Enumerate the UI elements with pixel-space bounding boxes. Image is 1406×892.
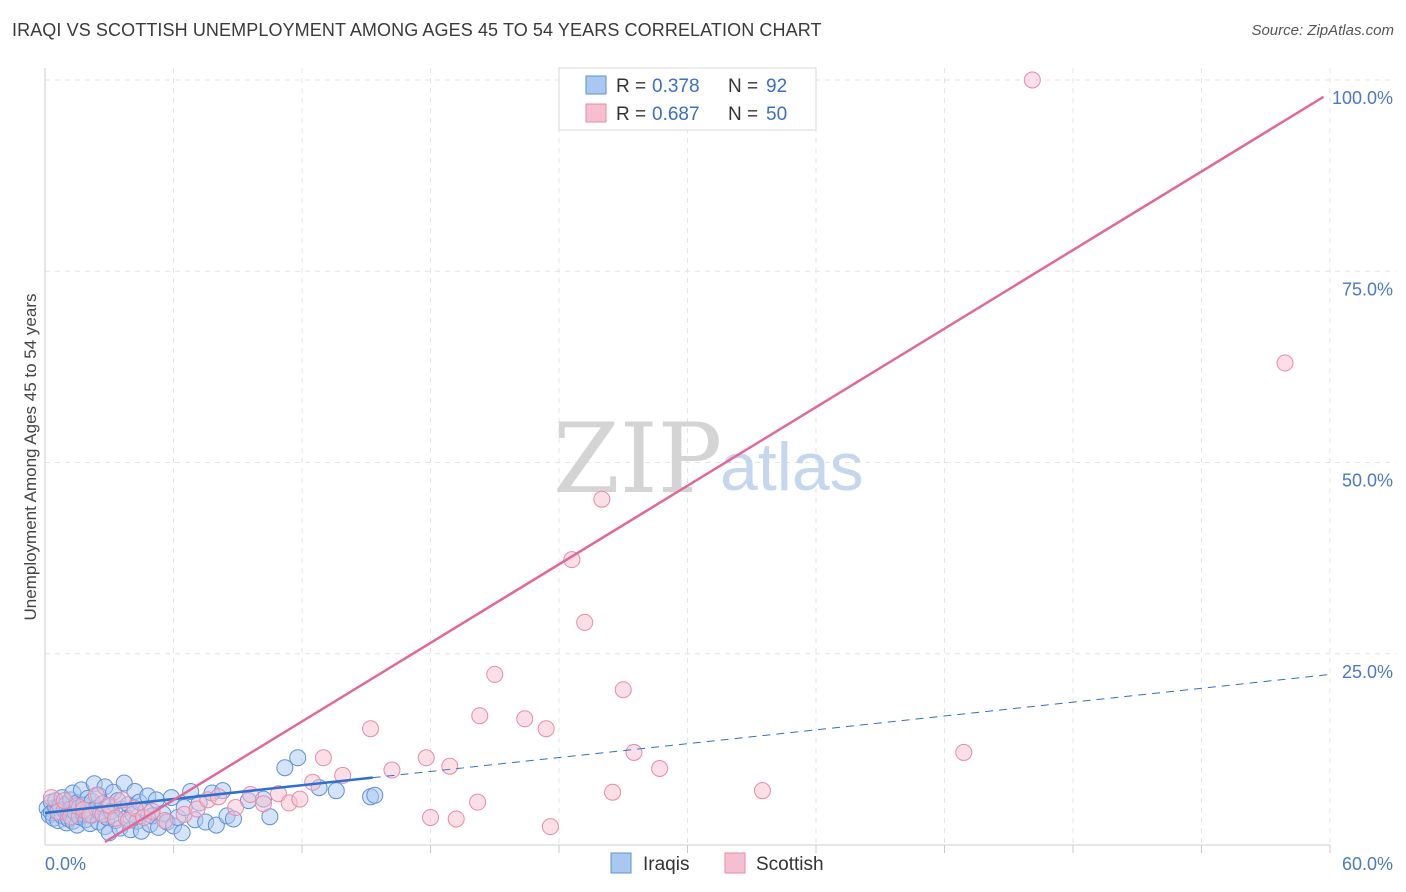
scottish-point [604,783,622,801]
iraqis-point [173,824,191,842]
scottish-point [291,790,309,808]
axis-ticks: 25.0% 50.0% 75.0% 100.0% 0.0% 60.0% [45,88,1393,874]
y-tick-label: 50.0% [1342,471,1393,491]
scottish-point [1023,71,1041,89]
chart-title: IRAQI VS SCOTTISH UNEMPLOYMENT AMONG AGE… [12,20,822,40]
legend-n-value-iraqis: 92 [766,76,787,97]
bottom-legend-swatch-iraqis [610,852,632,874]
bottom-legend-label-scottish: Scottish [756,854,824,875]
scottish-point [614,681,632,699]
scottish-point [537,720,555,738]
scottish-point [254,795,272,813]
scottish-point [469,793,487,811]
scottish-point [576,613,594,631]
legend-swatch-iraqis [585,75,607,95]
legend-r-value-iraqis: 0.378 [652,76,700,97]
scottish-point [156,812,174,830]
y-tick-label: 75.0% [1342,279,1393,299]
legend-n-value-scottish: 50 [766,104,787,125]
iraqis-point [327,782,345,800]
legend-r-value-scottish: 0.687 [652,104,700,125]
scottish-point [362,720,380,738]
bottom-legend-swatch-scottish [724,852,746,874]
legend-swatch-scottish [585,103,607,123]
legend-r-label-scottish: R = [616,104,646,125]
y-tick-label: 25.0% [1342,662,1393,682]
scottish-point [651,760,669,777]
watermark-atlas: atlas [720,429,864,505]
scottish-point [209,788,227,806]
scottish-point [471,707,489,725]
scottish-point [1276,354,1294,372]
stats-legend: R = 0.378 N = 92 R = 0.687 N = 50 [558,67,817,131]
scottish-point [753,782,771,800]
iraqis-point [366,786,384,804]
series-legend: Iraqis Scottish [610,852,824,875]
scottish-point [314,749,332,767]
iraqis-point [276,759,294,777]
scottish-point [563,551,581,569]
scottish-point [541,818,559,836]
trend-lines [44,95,1331,844]
scottish-point [383,761,401,779]
iraqis-trend-line [44,776,373,815]
scottish-point [441,757,459,775]
scottish-point [593,490,611,508]
x-tick-label: 0.0% [45,854,86,874]
y-axis-label: Unemployment Among Ages 45 to 54 years [21,294,40,621]
legend-r-label-iraqis: R = [616,76,646,97]
scottish-point [486,665,504,683]
scottish-point [87,786,105,804]
scottish-point [422,808,439,826]
scottish-point [227,799,245,817]
legend-n-label-iraqis: N = [728,76,758,97]
gridlines [45,68,1396,853]
x-tick-label: 60.0% [1342,854,1393,874]
scottish-point [417,749,435,767]
iraqis-point [289,749,307,767]
source-credit: Source: ZipAtlas.com [1251,22,1394,39]
scottish-point [955,743,973,761]
bottom-legend-label-iraqis: Iraqis [643,854,689,875]
scottish-point [516,710,534,728]
iraqis-trend-extension [372,673,1331,779]
legend-n-label-scottish: N = [728,104,758,125]
scottish-trend-line [104,95,1325,844]
scottish-point [447,810,465,828]
watermark-zip: ZIP [553,403,722,515]
y-tick-label: 100.0% [1332,88,1393,108]
scottish-point [625,743,643,761]
